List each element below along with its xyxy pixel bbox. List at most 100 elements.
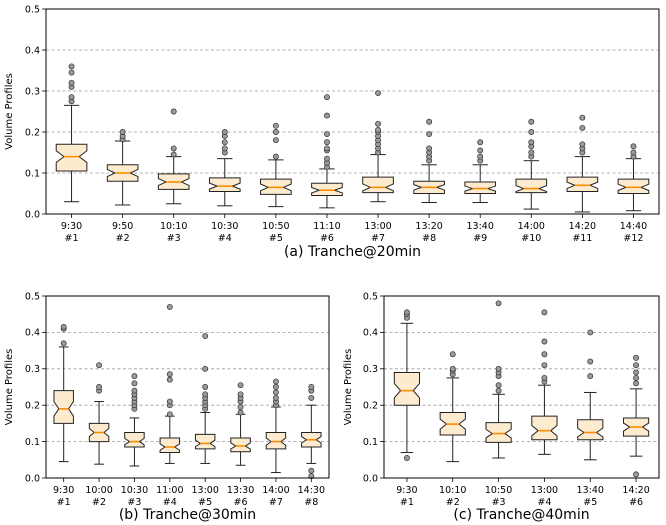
outlier-point xyxy=(166,371,173,378)
x-tick-label-index: #3 xyxy=(167,233,181,244)
y-tick-label: 0.1 xyxy=(363,437,378,448)
x-tick-label-index: #5 xyxy=(269,233,283,244)
panel-caption: (c) Tranche@40min xyxy=(453,507,589,523)
outlier-point xyxy=(477,147,484,154)
y-tick-label: 0.1 xyxy=(25,437,40,448)
outlier-point xyxy=(324,112,330,119)
outlier-point xyxy=(633,471,640,478)
axes-frame xyxy=(45,8,660,215)
outlier-point xyxy=(131,373,138,380)
x-tick-label-time: 13:20 xyxy=(415,221,442,232)
x-tick-label-time: 14:00 xyxy=(518,221,545,232)
y-tick-label: 0.0 xyxy=(363,473,378,484)
x-tick-label-time: 10:50 xyxy=(485,485,512,496)
outlier-point xyxy=(630,143,637,150)
x-tick-label-time: 13:00 xyxy=(531,485,558,496)
x-tick-label-index: #7 xyxy=(269,497,283,508)
box-3 xyxy=(124,373,145,467)
x-tick-label-time: 9:30 xyxy=(61,221,82,232)
x-tick-label-index: #1 xyxy=(57,497,71,508)
outlier-point xyxy=(633,362,640,369)
y-tick-label: 0.4 xyxy=(25,328,40,339)
y-tick-label: 0.5 xyxy=(25,291,40,302)
outlier-point xyxy=(495,300,502,307)
box-5 xyxy=(194,333,216,464)
y-axis-label: Volume Profiles xyxy=(4,73,15,150)
box-5 xyxy=(260,122,292,208)
outlier-point xyxy=(202,391,209,398)
x-tick-label-time: 10:10 xyxy=(439,485,466,496)
axes-frame xyxy=(45,295,330,479)
box-2 xyxy=(439,351,466,463)
outlier-point xyxy=(166,411,173,418)
y-tick-label: 0.3 xyxy=(363,364,378,375)
box-2 xyxy=(88,362,110,465)
outlier-point xyxy=(579,114,586,121)
x-tick-label-index: #3 xyxy=(492,497,506,508)
x-tick-label-time: 13:00 xyxy=(364,221,391,232)
x-tick-label-time: 14:40 xyxy=(620,221,647,232)
outlier-point xyxy=(221,145,228,152)
box-4 xyxy=(531,309,558,455)
box-body xyxy=(464,181,497,194)
box-8 xyxy=(413,118,445,204)
x-tick-label-index: #10 xyxy=(521,233,541,244)
y-tick-label: 0.5 xyxy=(363,291,378,302)
outlier-point xyxy=(375,90,381,97)
outlier-point xyxy=(119,129,126,135)
outlier-point xyxy=(633,374,640,381)
x-tick-label-time: 13:30 xyxy=(227,485,254,496)
outlier-point xyxy=(449,351,456,358)
x-tick-label-index: #6 xyxy=(320,233,334,244)
outlier-point xyxy=(324,139,330,146)
box-body xyxy=(159,437,181,454)
outlier-point xyxy=(528,139,535,146)
x-tick-label-index: #7 xyxy=(371,233,385,244)
outlier-point xyxy=(60,323,67,330)
x-tick-label-time: 13:00 xyxy=(191,485,218,496)
outlier-point xyxy=(477,139,484,146)
box-body xyxy=(124,432,145,448)
outlier-point xyxy=(541,309,548,316)
x-tick-label-time: 9:50 xyxy=(112,221,133,232)
outlier-point xyxy=(375,120,381,127)
box-body xyxy=(617,178,650,194)
outlier-point xyxy=(495,382,502,389)
outlier-point xyxy=(96,362,103,369)
outlier-point xyxy=(68,69,75,76)
box-body xyxy=(208,177,241,192)
outlier-point xyxy=(541,351,548,358)
box-body xyxy=(53,390,74,424)
x-tick-label-index: #4 xyxy=(218,233,232,244)
y-tick-label: 0.2 xyxy=(363,401,378,412)
x-tick-label-index: #9 xyxy=(473,233,487,244)
axes-frame xyxy=(383,295,660,479)
panel-caption: (a) Tranche@20min xyxy=(284,244,421,260)
box-4 xyxy=(159,303,181,464)
outlier-point xyxy=(170,108,177,115)
x-tick-label-index: #2 xyxy=(92,497,106,508)
box-body xyxy=(194,433,216,450)
y-tick-label: 0.3 xyxy=(25,86,40,97)
x-tick-label-time: 10:30 xyxy=(121,485,148,496)
box-body xyxy=(577,419,604,441)
outlier-point xyxy=(426,118,433,125)
outlier-point xyxy=(202,365,209,372)
outlier-point xyxy=(541,374,548,381)
x-tick-label-index: #1 xyxy=(400,497,414,508)
box-7 xyxy=(362,90,394,203)
outlier-point xyxy=(477,153,484,160)
x-tick-label-index: #5 xyxy=(198,497,212,508)
box-3 xyxy=(485,300,512,459)
outlier-point xyxy=(426,145,433,152)
outlier-point xyxy=(324,131,330,137)
x-tick-label-index: #6 xyxy=(629,497,643,508)
box-12 xyxy=(617,143,650,212)
outlier-point xyxy=(579,124,586,131)
outlier-point xyxy=(375,126,381,133)
x-tick-label-index: #4 xyxy=(537,497,551,508)
box-1 xyxy=(53,323,74,463)
y-tick-label: 0.3 xyxy=(25,364,40,375)
box-body xyxy=(566,176,599,192)
outlier-point xyxy=(237,382,244,389)
